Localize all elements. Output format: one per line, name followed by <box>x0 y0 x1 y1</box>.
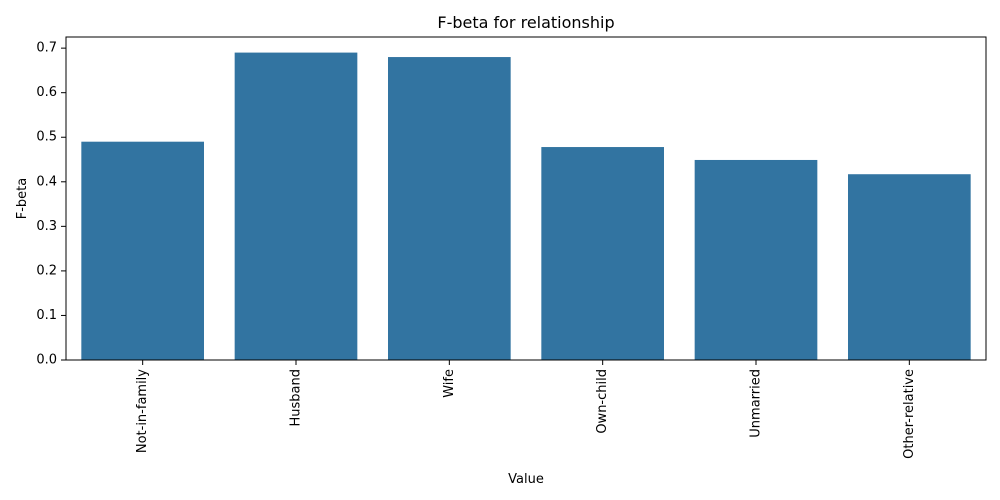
plot-frame <box>65 36 987 361</box>
x-tick-label: Unmarried <box>749 369 764 438</box>
y-tick-label: 0.1 <box>36 308 57 323</box>
bar-own-child <box>541 147 664 360</box>
y-tick-label: 0.2 <box>36 263 57 278</box>
y-axis-label: F-beta <box>15 178 30 219</box>
y-tick-label: 0.5 <box>36 130 57 145</box>
y-tick-label: 0.3 <box>36 219 57 234</box>
x-axis-ticks: Not-in-family Husband Wife Own-child Unmarri… <box>135 360 917 459</box>
bar-other-relative <box>848 174 971 360</box>
y-tick-label: 0.0 <box>36 353 57 368</box>
bar-not-in-family <box>81 141 204 360</box>
bars-layer <box>81 52 971 360</box>
bar-husband <box>234 52 358 360</box>
y-axis-ticks: 0.0 0.1 0.2 0.3 0.4 0.5 0.6 0.7 <box>36 41 66 368</box>
x-tick-label: Not-in-family <box>135 369 150 453</box>
x-tick-label: Husband <box>289 369 304 427</box>
bar-wife <box>388 57 511 360</box>
x-axis-label: Value <box>508 472 544 487</box>
y-tick-label: 0.4 <box>36 174 57 189</box>
x-tick-label: Wife <box>442 369 457 398</box>
x-tick-label: Other-relative <box>902 369 917 459</box>
y-tick-label: 0.7 <box>36 41 57 56</box>
chart-title: F-beta for relationship <box>437 13 614 32</box>
x-tick-label: Own-child <box>595 369 610 434</box>
bar-unmarried <box>694 159 818 360</box>
y-tick-label: 0.6 <box>36 85 57 100</box>
